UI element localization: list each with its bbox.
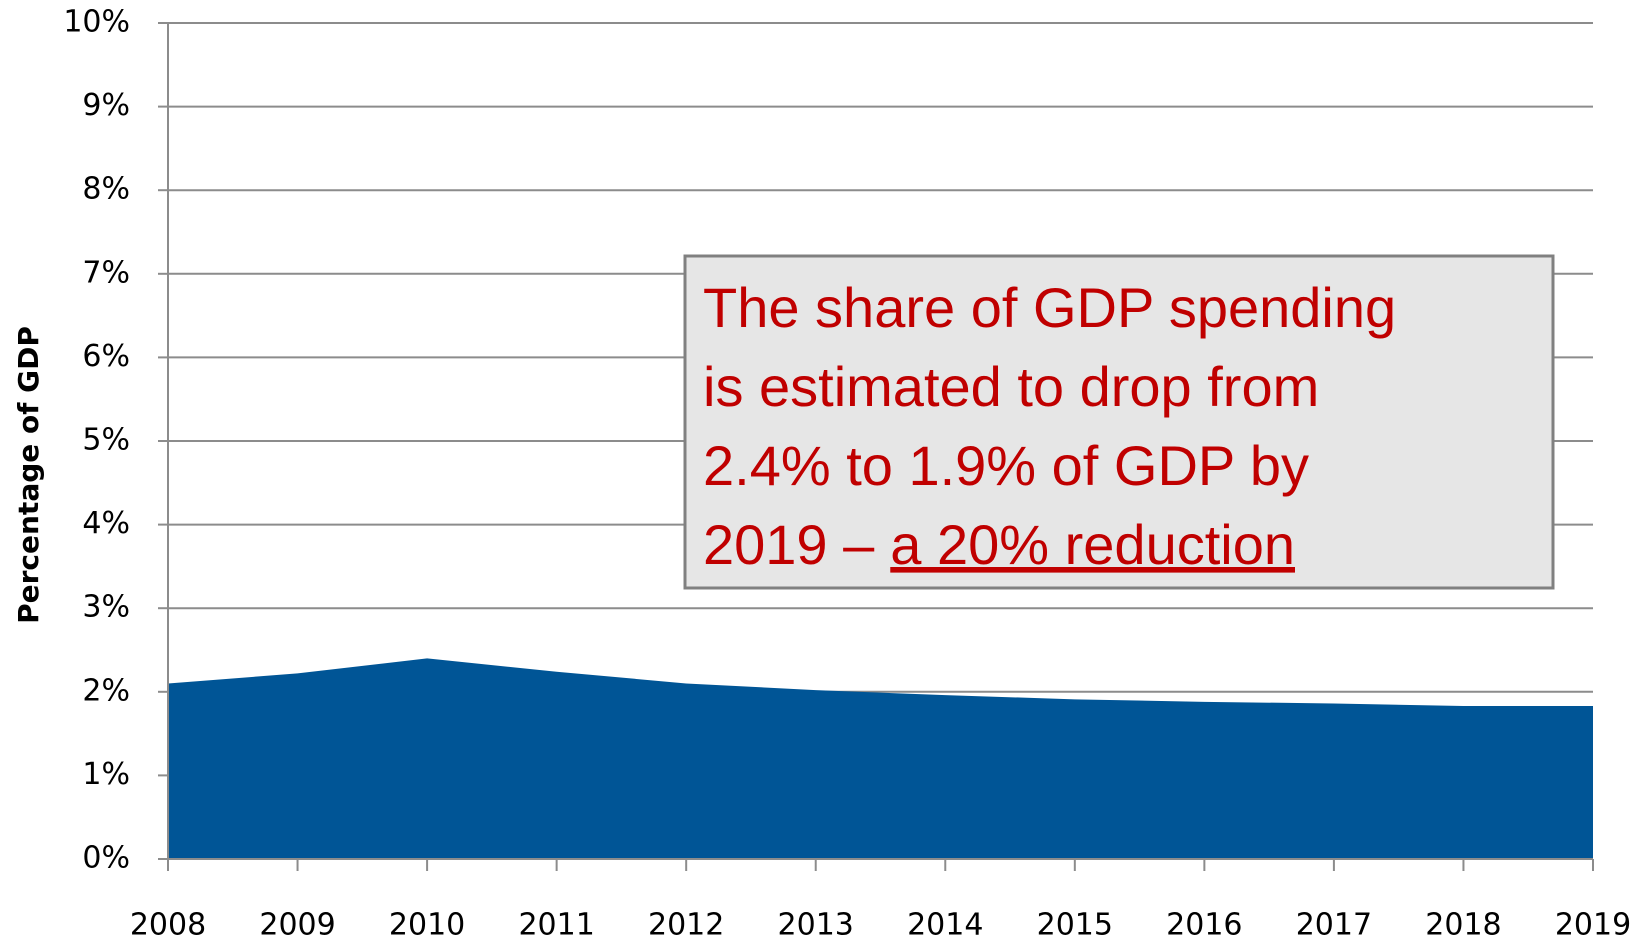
y-tick-label: 8% xyxy=(82,172,130,207)
y-tick-label: 10% xyxy=(63,5,130,40)
x-tick-label: 2015 xyxy=(1037,908,1113,940)
x-tick-label: 2012 xyxy=(648,908,724,940)
x-tick-label: 2016 xyxy=(1166,908,1242,940)
annotation-line: is estimated to drop from xyxy=(703,355,1319,418)
y-tick-label: 0% xyxy=(82,841,130,876)
y-tick-label: 9% xyxy=(82,88,130,123)
y-tick-label: 1% xyxy=(82,757,130,792)
annotation-line: 2.4% to 1.9% of GDP by xyxy=(703,434,1309,497)
x-tick-label: 2009 xyxy=(259,908,335,940)
x-tick-label: 2008 xyxy=(130,908,206,940)
x-tick-label: 2011 xyxy=(518,908,594,940)
x-tick-label: 2018 xyxy=(1425,908,1501,940)
y-tick-label: 2% xyxy=(82,673,130,708)
y-tick-label: 6% xyxy=(82,339,130,374)
annotation-line: The share of GDP spending xyxy=(703,276,1396,339)
annotation-box xyxy=(683,254,1555,590)
annotation-emphasis: a 20% reduction xyxy=(890,513,1295,576)
y-tick-label: 5% xyxy=(82,423,130,458)
area xyxy=(168,658,1593,859)
annotation-text: 2019 – xyxy=(703,513,875,576)
y-tick-label: 3% xyxy=(82,590,130,625)
annotation-line: 2019 – a 20% reduction xyxy=(703,513,1295,576)
x-tick-label: 2013 xyxy=(778,908,854,940)
y-tick-label: 4% xyxy=(82,506,130,541)
x-tick-label: 2017 xyxy=(1296,908,1372,940)
y-axis-label: Percentage of GDP xyxy=(12,326,45,624)
x-tick-label: 2010 xyxy=(389,908,465,940)
y-tick-label: 7% xyxy=(82,255,130,290)
x-tick-label: 2019 xyxy=(1555,908,1631,940)
x-tick-label: 2014 xyxy=(907,908,983,940)
